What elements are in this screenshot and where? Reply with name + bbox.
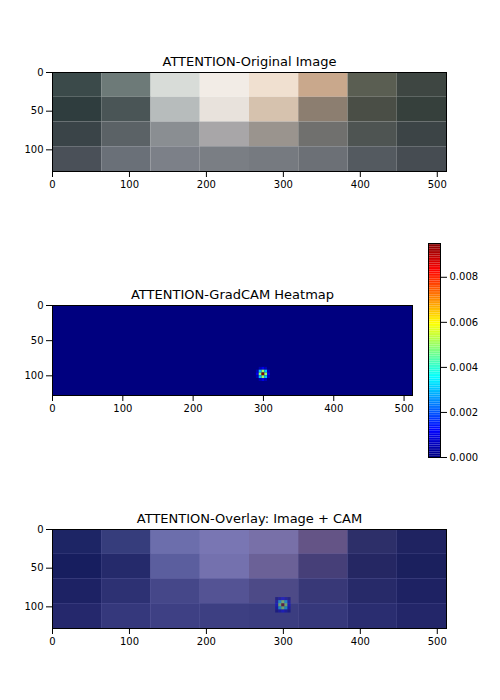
svg-text:100: 100: [24, 601, 43, 612]
svg-text:ATTENTION-Overlay: Image + CAM: ATTENTION-Overlay: Image + CAM: [137, 511, 362, 526]
svg-text:100: 100: [120, 179, 139, 190]
svg-text:100: 100: [113, 403, 132, 414]
svg-text:0: 0: [49, 179, 55, 190]
svg-text:500: 500: [428, 636, 447, 647]
svg-text:ATTENTION-Original Image: ATTENTION-Original Image: [163, 54, 337, 69]
svg-text:200: 200: [197, 636, 216, 647]
svg-text:100: 100: [24, 144, 43, 155]
svg-text:400: 400: [351, 636, 370, 647]
svg-text:200: 200: [184, 403, 203, 414]
svg-text:300: 300: [254, 403, 273, 414]
svg-text:ATTENTION-GradCAM Heatmap: ATTENTION-GradCAM Heatmap: [131, 287, 334, 302]
svg-text:0.008: 0.008: [450, 271, 479, 282]
svg-text:0: 0: [49, 636, 55, 647]
svg-text:400: 400: [351, 179, 370, 190]
svg-text:300: 300: [274, 179, 293, 190]
svg-text:400: 400: [324, 403, 343, 414]
svg-text:0.000: 0.000: [450, 452, 479, 463]
svg-text:50: 50: [31, 335, 44, 346]
svg-text:500: 500: [395, 403, 414, 414]
svg-text:0: 0: [37, 300, 43, 311]
svg-text:0: 0: [37, 524, 43, 535]
svg-text:300: 300: [274, 636, 293, 647]
svg-text:50: 50: [31, 562, 44, 573]
svg-text:0.004: 0.004: [450, 362, 479, 373]
svg-text:0.006: 0.006: [450, 317, 479, 328]
svg-text:50: 50: [31, 105, 44, 116]
svg-text:100: 100: [24, 370, 43, 381]
svg-text:0: 0: [49, 403, 55, 414]
svg-text:200: 200: [197, 179, 216, 190]
svg-text:500: 500: [428, 179, 447, 190]
svg-text:0.002: 0.002: [450, 407, 479, 418]
svg-text:100: 100: [120, 636, 139, 647]
svg-text:0: 0: [37, 67, 43, 78]
